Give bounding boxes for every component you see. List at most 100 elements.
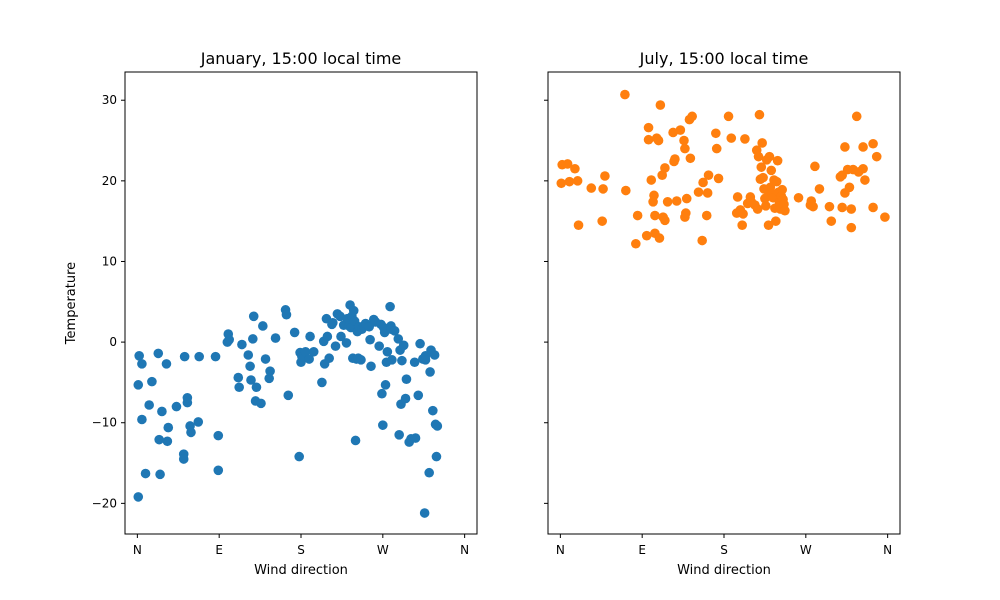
data-point xyxy=(210,351,221,362)
data-point xyxy=(641,230,652,241)
data-point xyxy=(341,338,352,348)
data-point xyxy=(243,350,254,360)
data-point xyxy=(330,341,341,351)
x-axis-label: Wind direction xyxy=(677,563,771,578)
data-point xyxy=(880,212,890,222)
data-point xyxy=(336,331,346,342)
data-point xyxy=(133,380,144,390)
data-point xyxy=(600,171,610,181)
data-point xyxy=(649,190,659,201)
data-point xyxy=(182,392,193,403)
data-point xyxy=(726,133,737,143)
data-point xyxy=(771,216,781,226)
data-point xyxy=(378,420,388,430)
data-point xyxy=(401,374,412,384)
data-point xyxy=(425,367,435,377)
y-tick-label: 20 xyxy=(102,174,117,188)
data-point xyxy=(328,317,338,328)
data-point xyxy=(858,163,868,174)
x-tick-label: S xyxy=(297,543,305,557)
data-point xyxy=(400,393,411,404)
x-tick-label: E xyxy=(638,543,646,557)
data-point xyxy=(163,422,174,433)
data-point xyxy=(586,183,597,193)
data-point xyxy=(237,339,247,350)
data-point xyxy=(670,154,680,164)
data-point xyxy=(154,434,164,445)
data-point xyxy=(671,196,682,206)
x-axis-label: Wind direction xyxy=(254,563,348,578)
data-point xyxy=(382,346,393,357)
data-point xyxy=(419,508,430,518)
data-point xyxy=(264,373,274,384)
data-point xyxy=(144,400,154,410)
data-point xyxy=(654,233,665,243)
data-point xyxy=(752,204,763,214)
data-point xyxy=(424,467,434,478)
data-point xyxy=(161,359,172,369)
x-tick-label: N xyxy=(556,543,565,557)
y-tick-label: 0 xyxy=(109,335,117,349)
plot-frame xyxy=(124,71,478,535)
data-point xyxy=(213,465,224,476)
data-point xyxy=(322,331,333,342)
data-point xyxy=(389,326,400,336)
data-point xyxy=(224,334,234,345)
data-point xyxy=(394,430,404,440)
data-point xyxy=(393,334,404,344)
data-point xyxy=(851,111,862,122)
data-point xyxy=(258,321,268,331)
data-point xyxy=(760,193,770,204)
x-tick-label: N xyxy=(133,543,142,557)
data-point xyxy=(632,210,643,221)
data-point xyxy=(814,184,825,194)
data-point xyxy=(824,201,835,212)
data-point xyxy=(234,382,244,393)
data-point xyxy=(713,173,724,184)
data-point xyxy=(137,359,147,369)
data-point xyxy=(668,127,678,138)
data-point xyxy=(251,382,262,393)
plot-frame xyxy=(547,71,901,535)
data-point xyxy=(777,184,787,195)
data-point xyxy=(679,135,689,146)
data-point xyxy=(432,421,443,431)
data-point xyxy=(660,163,670,173)
data-point xyxy=(650,210,660,221)
data-point xyxy=(646,175,657,185)
x-tick-label: N xyxy=(460,543,469,557)
data-point xyxy=(868,202,878,213)
data-point xyxy=(598,184,608,194)
data-point xyxy=(693,187,704,197)
data-point xyxy=(260,354,271,364)
data-point xyxy=(186,427,196,438)
y-axis-label: Temperature xyxy=(64,262,79,345)
data-point xyxy=(245,361,255,372)
data-point xyxy=(711,143,722,154)
data-point xyxy=(573,220,584,230)
data-point xyxy=(631,238,641,249)
data-point xyxy=(837,202,847,213)
data-point xyxy=(324,353,334,364)
data-point xyxy=(653,135,664,146)
data-point xyxy=(793,192,804,203)
data-point xyxy=(844,182,855,193)
data-point xyxy=(157,406,167,417)
data-point xyxy=(300,346,311,357)
data-point xyxy=(134,351,144,361)
data-point xyxy=(860,175,870,185)
data-point xyxy=(858,142,868,152)
data-point xyxy=(248,311,259,322)
data-point xyxy=(213,430,224,441)
data-point xyxy=(698,177,708,188)
data-point xyxy=(562,159,573,169)
data-point xyxy=(397,355,407,366)
data-point xyxy=(246,375,256,385)
data-point xyxy=(179,351,190,362)
data-point xyxy=(753,151,764,162)
data-point xyxy=(409,357,420,368)
data-point xyxy=(810,161,820,172)
chart-january: January, 15:00 local time N E S W N −20 −10 0 10 2… xyxy=(64,49,478,578)
data-point xyxy=(737,220,747,230)
data-point xyxy=(304,354,314,364)
